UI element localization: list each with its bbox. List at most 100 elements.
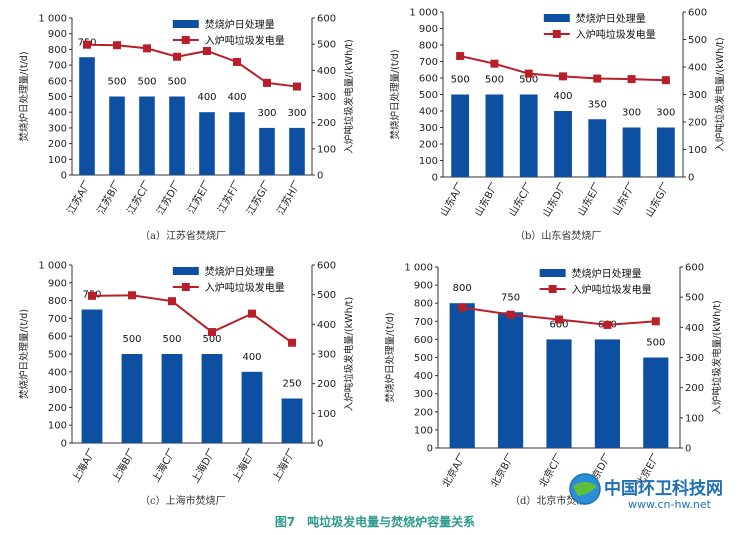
bar bbox=[449, 303, 475, 448]
y-tick-label-left: 1 000 bbox=[404, 263, 433, 274]
bar-data-label: 500 bbox=[162, 334, 181, 345]
line-marker bbox=[233, 57, 241, 66]
bar-data-label: 500 bbox=[519, 75, 538, 86]
y-tick-label-left: 600 bbox=[48, 332, 67, 343]
y-tick-label-right: 100 bbox=[688, 145, 707, 156]
bar-data-label: 750 bbox=[501, 292, 520, 303]
y-tick-label-left: 200 bbox=[414, 407, 433, 418]
y-tick-label-left: 500 bbox=[48, 92, 67, 103]
bar bbox=[554, 111, 572, 177]
legend-label-bar: 焚烧炉日处理量 bbox=[205, 265, 275, 278]
y-tick-label-left: 800 bbox=[48, 296, 67, 307]
y-tick-label-left: 700 bbox=[48, 61, 67, 72]
bar-data-label: 500 bbox=[107, 77, 126, 88]
bar-data-label: 250 bbox=[282, 379, 301, 390]
chart-svg-d: 0 100 200 300 400 500 600 700 800 900 1 000 0 100 200… bbox=[384, 263, 723, 491]
y-tick-label-right: 600 bbox=[317, 14, 336, 25]
y-tick-label-right: 600 bbox=[685, 263, 704, 274]
bar bbox=[109, 96, 125, 175]
legend-label-line: 入炉吨垃圾发电量 bbox=[576, 28, 656, 41]
bar bbox=[289, 127, 305, 175]
y-tick-label-left: 100 bbox=[414, 425, 433, 436]
x-tick-label: 山东F厂 bbox=[609, 180, 638, 217]
legend-swatch-marker bbox=[548, 285, 557, 293]
y-tick-label-left: 0 bbox=[432, 173, 438, 184]
y-tick-label-right: 400 bbox=[317, 66, 336, 77]
bar-data-label: 500 bbox=[137, 77, 156, 88]
x-tick-label: 山东B厂 bbox=[471, 180, 501, 218]
y-tick-label-left: 0 bbox=[61, 439, 67, 450]
bar-data-label: 800 bbox=[453, 283, 472, 294]
y-tick-label-right: 300 bbox=[685, 353, 704, 364]
y-tick-label-left: 300 bbox=[414, 389, 433, 400]
chart-caption-a: （a）江苏省焚烧厂 bbox=[140, 231, 226, 242]
y-tick-label-right: 0 bbox=[685, 444, 691, 455]
bar bbox=[498, 312, 524, 448]
y-tick-label-left: 1 000 bbox=[38, 261, 67, 272]
bar-data-label: 400 bbox=[553, 91, 572, 102]
y-tick-label-left: 400 bbox=[48, 367, 67, 378]
bar-data-label: 500 bbox=[451, 75, 470, 86]
y-tick-label-left: 0 bbox=[427, 444, 433, 455]
plot-group: 0 100 200 300 400 500 600 700 800 900 1 000 0 100 200… bbox=[18, 14, 355, 218]
line-marker bbox=[248, 309, 256, 318]
line-series bbox=[91, 294, 293, 344]
line-marker bbox=[603, 320, 612, 329]
legend-label-line: 入炉吨垃圾发电量 bbox=[572, 283, 652, 296]
y-tick-label-right: 0 bbox=[317, 439, 323, 450]
y-tick-label-left: 500 bbox=[414, 353, 433, 364]
bar-data-label: 400 bbox=[242, 352, 261, 363]
y-tick-label-right: 400 bbox=[317, 320, 336, 331]
x-tick-label: 北京B厂 bbox=[488, 451, 518, 489]
bar bbox=[229, 112, 245, 175]
y-tick-label-right: 200 bbox=[688, 118, 707, 129]
bar bbox=[161, 354, 183, 443]
legend-swatch-bar bbox=[172, 20, 199, 28]
y-axis-title-left: 焚烧炉日处理量/(t/d) bbox=[18, 51, 30, 141]
x-tick-label: 山东G厂 bbox=[642, 180, 672, 219]
x-tick-label: 山东A厂 bbox=[437, 180, 467, 218]
line-marker bbox=[143, 44, 151, 53]
y-tick-label-left: 300 bbox=[419, 123, 438, 134]
line-marker bbox=[627, 75, 636, 84]
y-tick-label-left: 700 bbox=[419, 57, 438, 68]
line-marker bbox=[456, 52, 465, 60]
bar bbox=[139, 96, 155, 175]
bar bbox=[121, 354, 143, 443]
x-tick-label: 上海A厂 bbox=[69, 446, 99, 484]
x-tick-label: 山东D厂 bbox=[539, 180, 569, 219]
y-tick-label-right: 200 bbox=[685, 383, 704, 394]
line-marker bbox=[263, 78, 271, 87]
y-tick-label-left: 200 bbox=[48, 403, 67, 414]
chart-svg-c: 0 100 200 300 400 500 600 700 800 900 1 000 0 100 200… bbox=[18, 261, 355, 486]
plot-group: 0 100 200 300 400 500 600 700 800 900 1 000 0 100 200… bbox=[18, 261, 355, 486]
bar bbox=[259, 127, 275, 175]
line-marker bbox=[293, 82, 301, 91]
y-axis-title-right: 入炉吨垃圾发电量/(kWh/t) bbox=[343, 39, 355, 153]
line-marker bbox=[555, 315, 563, 324]
y-axis-title-left: 焚烧炉日处理量/(t/d) bbox=[18, 309, 30, 399]
y-tick-label-left: 900 bbox=[419, 24, 438, 35]
legend-label-line: 入炉吨垃圾发电量 bbox=[205, 34, 285, 47]
bar-data-label: 350 bbox=[588, 99, 607, 110]
bar bbox=[79, 57, 95, 175]
y-tick-label-left: 800 bbox=[48, 45, 67, 56]
x-tick-label: 山东E厂 bbox=[574, 180, 603, 218]
x-tick-label: 上海D厂 bbox=[188, 446, 218, 485]
line-marker bbox=[506, 310, 515, 319]
y-tick-label-left: 400 bbox=[48, 108, 67, 119]
x-tick-label: 北京A厂 bbox=[439, 451, 469, 489]
chart-panel-c: 0 100 200 300 400 500 600 700 800 900 1 000 0 100 200… bbox=[0, 255, 375, 510]
y-tick-label-left: 100 bbox=[419, 156, 438, 167]
legend-swatch-marker bbox=[181, 36, 190, 44]
chart-caption-b: （b）山东省焚烧厂 bbox=[515, 231, 602, 242]
y-tick-label-left: 900 bbox=[48, 29, 67, 40]
legend-swatch-bar bbox=[543, 14, 570, 22]
y-tick-label-right: 600 bbox=[688, 8, 707, 19]
y-tick-label-right: 200 bbox=[317, 379, 336, 390]
line-marker bbox=[559, 72, 567, 81]
line-marker bbox=[651, 317, 660, 326]
y-tick-label-left: 200 bbox=[419, 140, 438, 151]
bar bbox=[594, 339, 620, 448]
y-tick-label-right: 400 bbox=[685, 323, 704, 334]
